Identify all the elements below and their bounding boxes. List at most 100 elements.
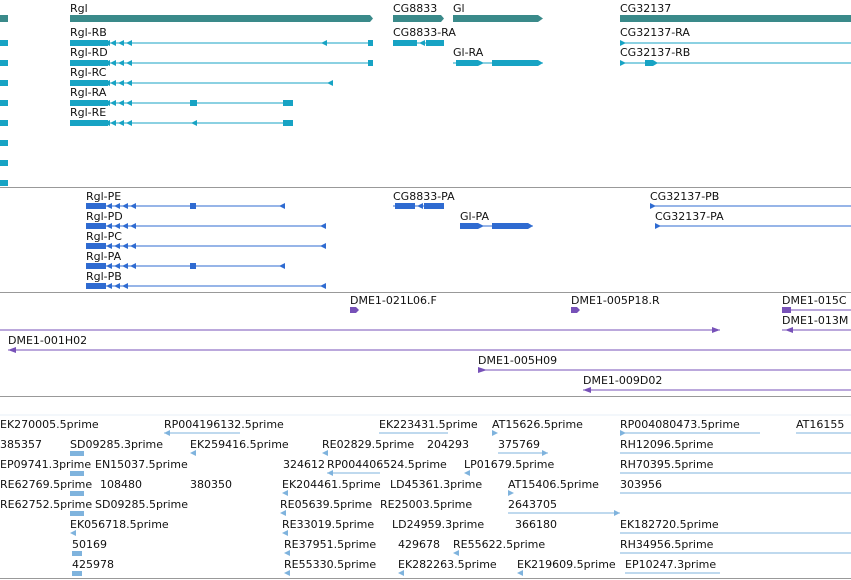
- est-label: RE55330.5prime: [284, 558, 376, 571]
- est-feature[interactable]: LD45361.3prime: [390, 478, 482, 491]
- est-feature[interactable]: EP10247.3prime: [625, 558, 720, 574]
- transcript-feature[interactable]: CG8833-RA: [393, 26, 456, 46]
- est-feature[interactable]: RH12096.5prime: [620, 438, 851, 454]
- transcript-stub[interactable]: [0, 100, 8, 106]
- transcript-feature[interactable]: CG32137-RB: [620, 46, 851, 66]
- est-feature[interactable]: RE55622.5prime: [453, 538, 545, 556]
- clone-feature[interactable]: DME1-005H09: [478, 354, 851, 373]
- est-feature[interactable]: EK056718.5prime: [70, 518, 169, 536]
- cdna-feature[interactable]: Gl-PA: [460, 210, 533, 229]
- cdna-feature[interactable]: Rgl-PD: [86, 210, 326, 229]
- gene-feature[interactable]: CG32137: [620, 2, 851, 22]
- est-feature[interactable]: RE37951.5prime: [284, 538, 376, 556]
- est-label: RE02829.5prime: [322, 438, 414, 451]
- transcript-stub[interactable]: [0, 40, 8, 46]
- est-feature[interactable]: EK282263.5prime: [398, 558, 497, 576]
- cdna-feature[interactable]: Rgl-PA: [86, 250, 285, 269]
- clone-feature[interactable]: DME1-013M: [782, 314, 851, 333]
- est-feature[interactable]: EK259416.5prime: [190, 438, 289, 456]
- cdna-feature[interactable]: Rgl-PE: [86, 190, 285, 209]
- clone-feature[interactable]: DME1-009D02: [583, 374, 851, 393]
- transcript-feature[interactable]: Rgl-RB: [70, 26, 373, 46]
- clone-feature[interactable]: DME1-005P18.R: [571, 294, 660, 313]
- est-label: EP09741.3prime: [0, 458, 91, 471]
- est-feature[interactable]: 429678: [398, 538, 440, 551]
- est-label: 2643705: [508, 498, 557, 511]
- est-feature[interactable]: LP01679.5prime: [464, 458, 555, 476]
- est-feature[interactable]: 380350: [190, 478, 232, 491]
- est-feature[interactable]: AT16155: [796, 418, 851, 434]
- est-feature[interactable]: AT15626.5prime: [492, 418, 583, 436]
- gene-feature[interactable]: Rgl: [70, 2, 373, 22]
- est-feature[interactable]: EK219609.5prime: [517, 558, 616, 576]
- est-feature[interactable]: 108480: [70, 478, 142, 496]
- est-feature[interactable]: EK182720.5prime: [620, 518, 851, 534]
- est-feature[interactable]: 204293: [427, 438, 469, 451]
- clone-feature[interactable]: DME1-015C: [782, 294, 851, 313]
- est-label: RE55622.5prime: [453, 538, 545, 551]
- transcript-feature[interactable]: Rgl-RA: [70, 86, 293, 106]
- gene-track: Rgl CG8833 Gl CG32137: [0, 2, 851, 22]
- transcript-feature[interactable]: CG32137-RA: [620, 26, 851, 46]
- est-feature[interactable]: RE33019.5prime: [282, 518, 374, 536]
- est-feature[interactable]: 375769: [498, 438, 548, 456]
- transcript-stub[interactable]: [0, 160, 8, 166]
- est-feature[interactable]: 366180: [515, 518, 557, 531]
- est-feature[interactable]: EK270005.5prime: [0, 414, 851, 431]
- gene-feature[interactable]: [0, 15, 8, 22]
- est-label: EK259416.5prime: [190, 438, 289, 451]
- est-feature[interactable]: RP004406524.5prime: [327, 458, 447, 476]
- est-feature[interactable]: RP004080473.5prime: [620, 418, 760, 436]
- cdna-feature[interactable]: CG32137-PA: [655, 210, 851, 229]
- est-feature[interactable]: RE05639.5prime: [280, 498, 372, 516]
- cdna-label: Rgl-PE: [86, 190, 121, 203]
- est-feature[interactable]: LD24959.3prime: [392, 518, 484, 531]
- est-label: 366180: [515, 518, 557, 531]
- est-feature[interactable]: 50169: [72, 538, 107, 556]
- est-feature[interactable]: RE25003.5prime: [380, 498, 472, 511]
- transcript-stub[interactable]: [0, 120, 8, 126]
- est-feature[interactable]: RH70395.5prime: [620, 458, 851, 474]
- est-feature[interactable]: 425978: [72, 558, 114, 576]
- est-feature[interactable]: RE62752.5prime: [0, 498, 92, 511]
- est-feature[interactable]: EK223431.5prime: [379, 418, 478, 434]
- clone-feature[interactable]: DME1-021L06.F: [350, 294, 437, 313]
- transcript-stub[interactable]: [0, 60, 8, 66]
- gene-feature[interactable]: CG8833: [393, 2, 444, 22]
- est-feature[interactable]: SD09285.5prime: [70, 498, 188, 516]
- est-label: LP01679.5prime: [464, 458, 555, 471]
- cdna-label: Rgl-PA: [86, 250, 122, 263]
- est-label: SD09285.5prime: [95, 498, 188, 511]
- est-feature[interactable]: EP09741.3prime: [0, 458, 91, 471]
- est-feature[interactable]: 303956: [620, 478, 851, 494]
- est-feature[interactable]: RE55330.5prime: [284, 558, 376, 576]
- transcript-feature[interactable]: Gl-RA: [453, 46, 543, 66]
- transcript-feature[interactable]: Rgl-RE: [70, 106, 293, 126]
- est-feature[interactable]: SD09285.3prime: [70, 438, 163, 456]
- est-feature[interactable]: RE62769.5prime: [0, 478, 92, 491]
- est-feature[interactable]: EK204461.5prime: [282, 478, 381, 496]
- transcript-stub[interactable]: [0, 180, 8, 186]
- est-feature[interactable]: EN15037.5prime: [70, 458, 188, 476]
- cdna-feature[interactable]: CG8833-PA: [393, 190, 455, 209]
- est-feature[interactable]: RE02829.5prime: [322, 438, 414, 456]
- transcript-feature[interactable]: Rgl-RD: [70, 46, 373, 66]
- cdna-feature[interactable]: CG32137-PB: [650, 190, 851, 209]
- cdna-feature[interactable]: Rgl-PC: [86, 230, 326, 249]
- clone-feature[interactable]: DME1-001H02: [8, 334, 851, 353]
- clone-feature[interactable]: [0, 327, 720, 333]
- transcript-stub[interactable]: [0, 140, 8, 146]
- est-feature[interactable]: AT15406.5prime: [508, 478, 599, 496]
- est-feature[interactable]: 2643705: [508, 498, 620, 516]
- est-feature[interactable]: 324612: [283, 458, 325, 471]
- est-feature[interactable]: RH34956.5prime: [620, 538, 851, 554]
- transcript-feature[interactable]: Rgl-RC: [70, 66, 333, 86]
- est-feature[interactable]: 385357: [0, 438, 42, 451]
- transcript-stub[interactable]: [0, 80, 8, 86]
- est-feature[interactable]: RP004196132.5prime: [164, 418, 284, 436]
- gene-feature[interactable]: Gl: [453, 2, 543, 22]
- cdna-feature[interactable]: Rgl-PB: [86, 270, 326, 289]
- est-label: EK219609.5prime: [517, 558, 616, 571]
- est-label: 425978: [72, 558, 114, 571]
